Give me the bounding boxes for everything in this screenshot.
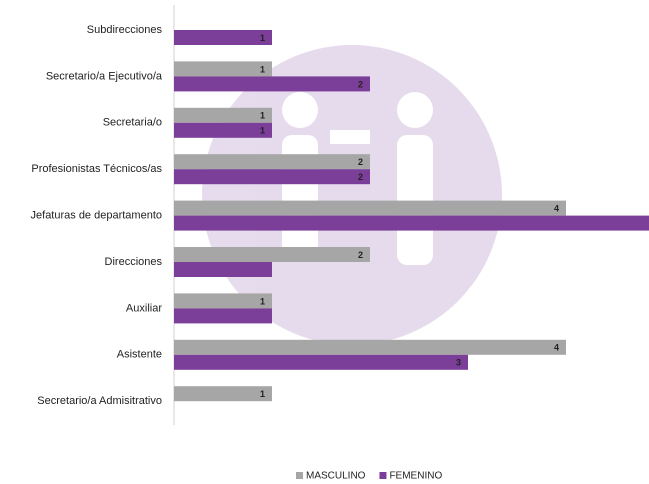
value-label: 1 [260, 126, 265, 136]
value-label: 2 [358, 157, 363, 167]
bar [174, 61, 272, 77]
bar [174, 293, 272, 309]
value-label: 1 [260, 33, 265, 43]
bar [174, 200, 566, 216]
bar [174, 262, 272, 277]
bar [174, 107, 272, 123]
category-label: Subdirecciones [87, 24, 163, 36]
category-label: Secretaria/o [103, 117, 162, 129]
bar [174, 339, 566, 355]
value-label: 2 [358, 172, 363, 182]
category-label: Jefaturas de departamento [31, 210, 162, 222]
bar [174, 247, 370, 262]
value-label: 4 [554, 343, 559, 353]
bar [174, 30, 272, 45]
value-label: 2 [358, 250, 363, 260]
bar [174, 169, 370, 185]
bar [174, 354, 468, 370]
category-label: Auxiliar [126, 302, 162, 314]
category-label: Profesionistas Técnicos/as [31, 163, 162, 175]
legend-swatch [379, 472, 387, 479]
value-label: 2 [358, 79, 363, 89]
value-label: 1 [260, 389, 265, 399]
legend-label: FEMENINO [389, 471, 442, 482]
bar [174, 308, 272, 324]
category-label: Asistente [117, 349, 162, 361]
category-label: Direcciones [105, 256, 163, 268]
bar [174, 76, 370, 92]
value-label: 1 [260, 64, 265, 74]
legend-swatch [296, 472, 303, 479]
legend-label: MASCULINO [306, 471, 366, 482]
bar [174, 122, 272, 138]
bar [174, 386, 272, 402]
value-label: 1 [260, 296, 265, 306]
value-label: 3 [456, 358, 461, 368]
category-label: Secretario/a Ejecutivo/a [46, 70, 163, 82]
value-label: 1 [260, 111, 265, 121]
bar [174, 154, 370, 170]
value-label: 4 [554, 203, 559, 213]
bar [174, 215, 649, 231]
category-label: Secretario/a Admisitrativo [37, 395, 162, 407]
